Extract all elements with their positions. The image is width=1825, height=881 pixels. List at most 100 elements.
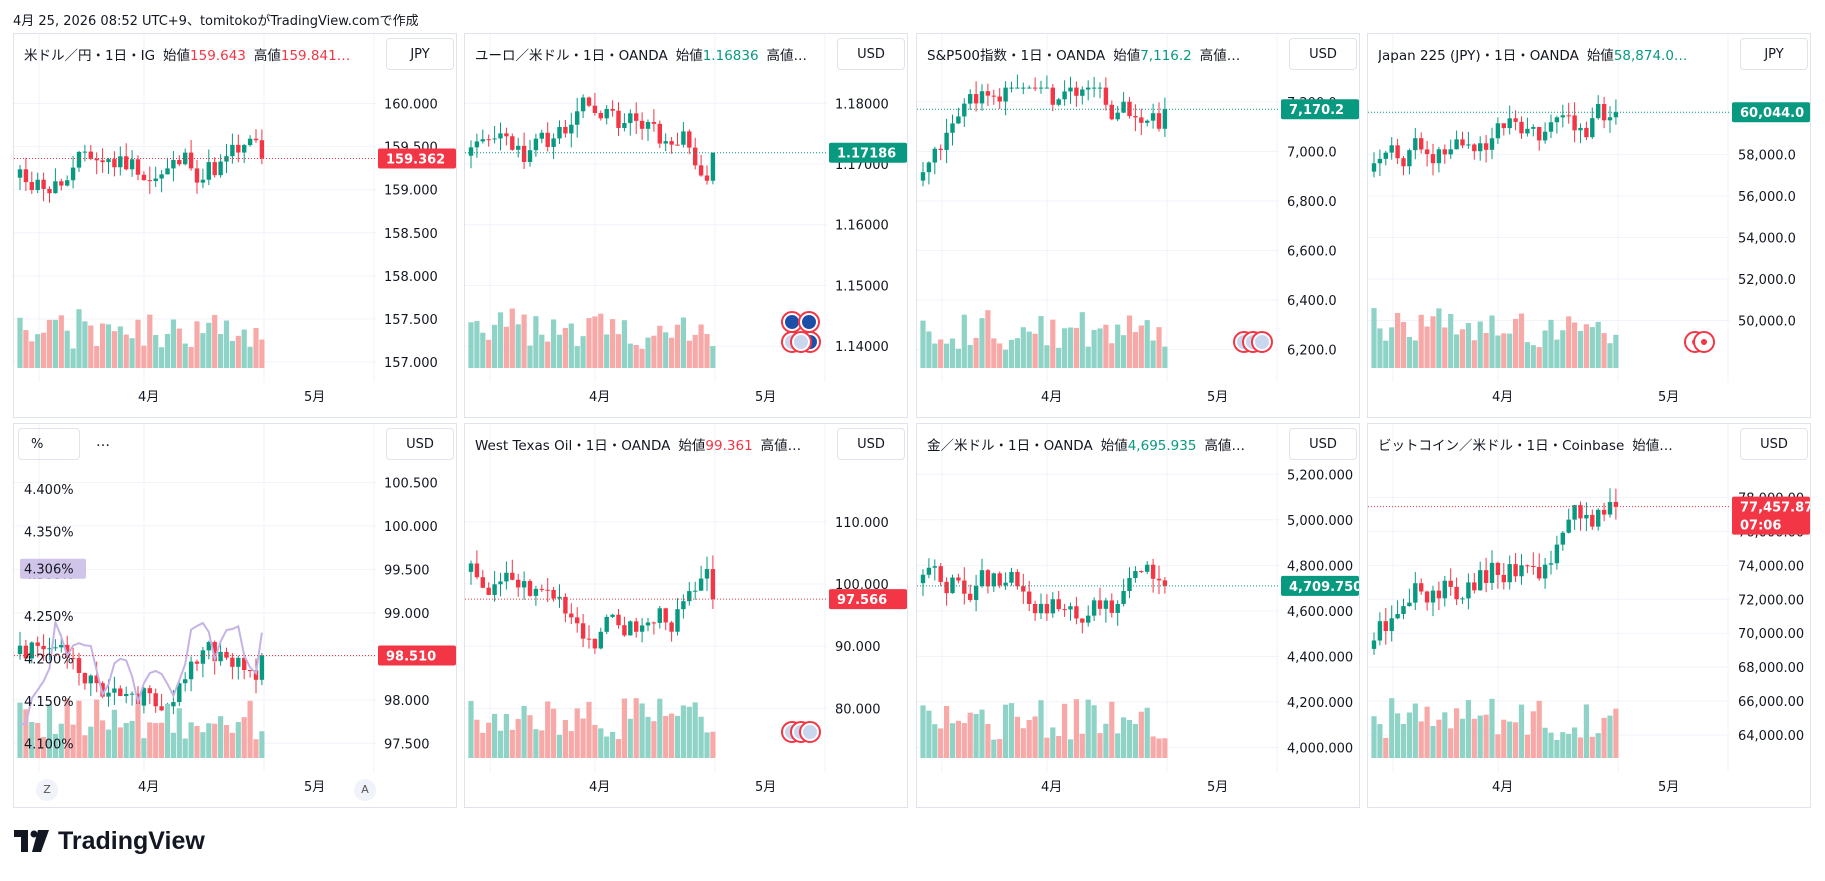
candle-body [118, 156, 123, 168]
price-chart[interactable]: 78,000.0076,000.0074,000.0072,000.0070,0… [1368, 424, 1811, 808]
volume-bar [639, 703, 645, 758]
price-chart[interactable]: 5,200.000 5,000.000 4,800.000 4,600.000 4,40… [917, 424, 1360, 808]
volume-bar [991, 338, 997, 368]
high-value: … [793, 48, 808, 64]
volume-bar [604, 334, 610, 368]
candle-body [1578, 127, 1583, 131]
open-label: 始値 [675, 48, 703, 64]
candle-body [1424, 591, 1430, 603]
eu-flag-icon[interactable] [798, 311, 820, 333]
symbol-legend[interactable]: Japan 225 (JPY)・1日・OANDA 始値58,874.0… [1378, 44, 1723, 66]
volume-bar [1085, 699, 1091, 758]
candle-body [616, 110, 621, 128]
candle-body [1424, 149, 1430, 155]
chart-panel[interactable]: 1.18000 1.17000 1.16000 1.15000 1.14000 1.171… [464, 33, 908, 418]
currency-button[interactable]: JPY [1740, 38, 1808, 70]
high-label: 高値 [766, 48, 794, 64]
currency-button[interactable]: JPY [386, 38, 454, 70]
zoom-reset-button[interactable]: Z [36, 779, 58, 801]
volume-bar [117, 727, 123, 758]
price-chart[interactable]: 1.180001.170001.160001.150001.140001.171… [465, 34, 908, 418]
volume-bar [1560, 732, 1566, 758]
volume-bar [1073, 699, 1079, 758]
volume-bar [1418, 314, 1424, 368]
candle-body [1097, 87, 1103, 89]
us-flag-icon[interactable] [799, 721, 821, 743]
symbol-legend[interactable]: ビットコイン／米ドル・1日・Coinbase 始値… [1378, 434, 1723, 456]
chart-panel[interactable]: 160.000 159.500 159.000 158.500 158.000 157.5… [13, 33, 457, 418]
candle-body [968, 593, 973, 600]
currency-button[interactable]: USD [837, 38, 905, 70]
last-price-label: 77,457.87 [1740, 501, 1811, 516]
candle-body [657, 608, 662, 623]
volume-bar [480, 732, 486, 758]
volume-bar [1483, 714, 1489, 758]
volume-bar [64, 330, 70, 368]
volume-bar [545, 341, 551, 368]
candle-body [1156, 578, 1162, 581]
jp-flag-icon[interactable] [1693, 331, 1715, 353]
candle-body [124, 156, 129, 170]
candle-body [1454, 139, 1459, 150]
candle-body [1513, 564, 1518, 577]
volume-bar [633, 698, 639, 758]
candle-body [687, 591, 692, 602]
chart-panel[interactable]: 100.500100.00099.50099.00098.50098.00097… [13, 423, 457, 808]
volume-bar [1371, 308, 1377, 368]
auto-scale-button[interactable]: A [354, 779, 376, 801]
volume-bar [188, 722, 194, 758]
volume-bar [1383, 737, 1389, 758]
price-chart[interactable]: 7,200.07,000.06,800.06,600.06,400.06,200… [917, 34, 1360, 418]
chart-panel[interactable]: 7,200.07,000.06,800.06,600.06,400.06,200… [916, 33, 1360, 418]
candle-body [1027, 591, 1032, 605]
candle-body [516, 579, 521, 588]
chart-panel[interactable]: 60,000.058,000.056,000.054,000.052,000.0… [1367, 33, 1811, 418]
candle-body [920, 172, 926, 181]
candle-body [230, 657, 235, 667]
x-month-label: 4月 [1492, 390, 1513, 405]
volume-bar [949, 723, 956, 758]
price-chart[interactable]: 60,000.058,000.056,000.054,000.052,000.0… [1368, 34, 1811, 418]
chart-panel[interactable]: 78,000.0076,000.0074,000.0072,000.0070,0… [1367, 423, 1811, 808]
candle-body [65, 644, 70, 658]
candle-body [968, 94, 973, 104]
volume-bar [961, 314, 967, 368]
price-chart[interactable]: 160.000159.500159.000158.500158.000157.5… [14, 34, 457, 418]
candle-body [1554, 117, 1560, 123]
percent-scale-button[interactable]: % [18, 428, 80, 460]
currency-button[interactable]: USD [386, 428, 454, 460]
candle-body [586, 638, 592, 640]
volume-bar [100, 323, 106, 368]
y-tick-label: 56,000.0 [1738, 190, 1796, 205]
symbol-legend[interactable]: 米ドル／円・1日・IG 始値159.643 高値159.841… [24, 44, 369, 66]
y-tick-label: 74,000.00 [1738, 559, 1804, 574]
candle-body [1513, 118, 1518, 122]
volume-bar [1156, 738, 1162, 758]
y-tick-label: 158.000 [384, 270, 438, 285]
volume-bar [539, 730, 545, 758]
tradingview-logo[interactable]: TradingView [14, 826, 205, 856]
symbol-legend[interactable]: West Texas Oil・1日・OANDA 始値99.361 高値… [475, 434, 820, 456]
chart-panel[interactable]: 110.000 100.000 90.000 80.000 97.566 4月 5月 West… [464, 423, 908, 808]
high-label: 高値 [760, 438, 788, 454]
us-flag-icon[interactable] [1251, 331, 1273, 353]
chart-panel[interactable]: 5,200.000 5,000.000 4,800.000 4,600.000 4,40… [916, 423, 1360, 808]
symbol-title: 米ドル／円・1日・IG [24, 48, 156, 64]
us-flag-icon[interactable] [790, 331, 812, 353]
legend-more-dots[interactable]: … [96, 434, 110, 450]
symbol-legend[interactable]: 金／米ドル・1日・OANDA 始値4,695.935 高値… [927, 434, 1272, 456]
currency-button[interactable]: USD [1740, 428, 1808, 460]
volume-bar [515, 324, 521, 368]
candle-body [645, 622, 651, 626]
symbol-legend[interactable]: ユーロ／米ドル・1日・OANDA 始値1.16836 高値… [475, 44, 820, 66]
symbol-legend[interactable]: S&P500指数・1日・OANDA 始値7,116.2 高値… [927, 44, 1272, 66]
candle-body [1068, 606, 1073, 610]
candle-body [1407, 150, 1412, 167]
currency-button[interactable]: USD [1289, 38, 1357, 70]
price-chart[interactable]: 100.500100.00099.50099.00098.50098.00097… [14, 424, 457, 808]
candle-body [634, 621, 639, 632]
currency-button[interactable]: USD [1289, 428, 1357, 460]
candle-body [521, 145, 527, 163]
currency-button[interactable]: USD [837, 428, 905, 460]
